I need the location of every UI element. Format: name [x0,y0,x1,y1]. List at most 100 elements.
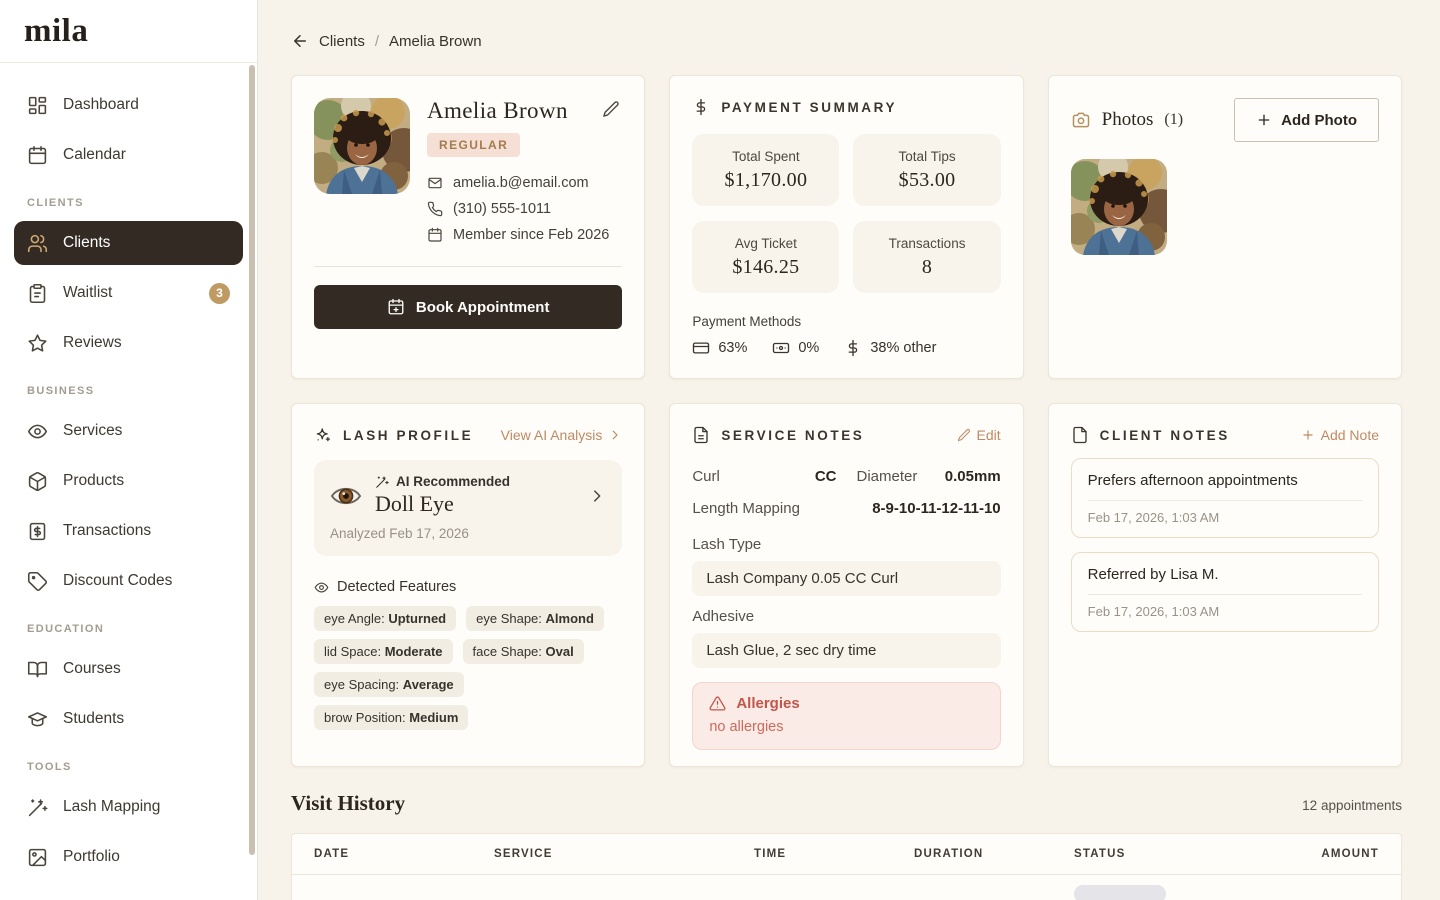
feature-tag: eye Shape: Almond [466,606,604,631]
sidebar-section-business: BUSINESS [27,385,95,397]
wand-icon [375,475,389,489]
payment-methods-label: Payment Methods [692,314,802,329]
plus-icon [1301,428,1315,442]
eye-icon [27,421,48,442]
diameter-value: 0.05mm [944,467,1001,485]
edit-service-notes-link[interactable]: Edit [957,427,1001,443]
photo-thumbnail[interactable] [1071,159,1167,255]
sidebar-item-label: Reviews [63,334,122,351]
add-photo-button[interactable]: Add Photo [1234,98,1379,142]
sidebar-item-courses[interactable]: Courses [14,647,243,691]
dollar-icon [844,339,862,357]
client-name: Amelia Brown [427,98,568,123]
dashboard-icon [27,95,48,116]
sidebar-scrollbar[interactable] [249,65,255,855]
sidebar-item-label: Clients [63,234,111,251]
eye-illustration [330,480,362,512]
client-member-since: Member since Feb 2026 [453,227,610,243]
stat-total-tips: Total Tips $53.00 [853,134,1001,206]
file-text-icon [692,426,710,444]
file-icon [1071,426,1089,444]
cards-row-top: Amelia Brown REGULAR amelia.b@email.com [291,75,1402,379]
sidebar-item-products[interactable]: Products [14,459,243,503]
breadcrumb: Clients / Amelia Brown [291,32,1402,50]
phone-icon [427,201,443,217]
tag-icon [27,571,48,592]
main-content: Clients / Amelia Brown Amelia Brown REGU… [258,0,1440,900]
alert-triangle-icon [709,695,726,712]
allergies-title: Allergies [736,695,800,712]
lash-profile-card: LASH PROFILE View AI Analysis AI Recomme… [291,403,646,767]
sidebar-item-lash-mapping[interactable]: Lash Mapping [14,785,243,829]
client-phone-row: (310) 555-1011 [427,196,622,222]
package-icon [27,471,48,492]
sidebar-item-reviews[interactable]: Reviews [14,321,243,365]
breadcrumb-clients-link[interactable]: Clients [319,32,365,50]
ai-recommended-label-row: AI Recommended [375,474,510,489]
photos-title: Photos [1101,109,1154,130]
back-button[interactable] [291,32,309,50]
stat-transactions: Transactions 8 [853,221,1001,293]
client-notes-title: CLIENT NOTES [1099,427,1230,443]
table-header-row: DATE SERVICE TIME DURATION STATUS AMOUNT [292,834,1401,875]
feature-tag: face Shape: Oval [462,639,584,664]
client-email-row: amelia.b@email.com [427,170,622,196]
sidebar-item-label: Dashboard [63,96,139,113]
add-note-link[interactable]: Add Note [1301,427,1379,443]
feature-tag: brow Position: Medium [314,705,469,730]
sidebar-item-waitlist[interactable]: Waitlist 3 [14,271,243,315]
sidebar-item-calendar[interactable]: Calendar [14,133,243,177]
sidebar-item-clients[interactable]: Clients [14,221,243,265]
waitlist-count-badge: 3 [209,282,230,304]
camera-icon [1071,110,1091,130]
photos-count: (1) [1164,111,1184,128]
credit-card-icon [692,339,710,357]
service-notes-title-row: SERVICE NOTES [692,426,864,444]
book-appointment-button[interactable]: Book Appointment [314,285,623,329]
sidebar-item-services[interactable]: Services [14,409,243,453]
client-email: amelia.b@email.com [453,175,589,191]
photos-title-row: Photos (1) [1071,109,1183,131]
sidebar-item-label: Products [63,472,125,489]
note-date: Feb 17, 2026, 1:03 AM [1087,510,1220,525]
client-profile-card: Amelia Brown REGULAR amelia.b@email.com [291,75,646,379]
client-notes-title-row: CLIENT NOTES [1071,426,1230,444]
status-badge [1074,885,1166,900]
sparkles-icon [314,426,332,444]
feature-tag: eye Angle: Upturned [314,606,457,631]
view-ai-analysis-link[interactable]: View AI Analysis [501,427,623,443]
image-icon [27,847,48,868]
edit-client-button[interactable] [600,98,622,120]
sidebar-item-label: Discount Codes [63,572,173,589]
lash-type-label: Lash Type [692,536,762,553]
photos-card: Photos (1) Add Photo [1047,75,1402,379]
appointments-count: 12 appointments [1302,798,1402,813]
dollar-icon [692,98,710,116]
cards-row-bottom: LASH PROFILE View AI Analysis AI Recomme… [291,403,1402,767]
sidebar-item-students[interactable]: Students [14,697,243,741]
adhesive-value: Lash Glue, 2 sec dry time [692,633,1001,668]
plus-icon [1256,112,1272,128]
detected-features-tags: eye Angle: Upturned eye Shape: Almond li… [314,606,622,730]
sidebar-item-dashboard[interactable]: Dashboard [14,83,243,127]
sidebar-item-discount-codes[interactable]: Discount Codes [14,559,243,603]
sidebar-nav: Dashboard Calendar CLIENTS Clients Waitl… [0,63,257,879]
sidebar-item-label: Lash Mapping [63,798,161,815]
sidebar-item-label: Waitlist [63,284,113,301]
receipt-icon [27,521,48,542]
column-service: SERVICE [494,848,553,860]
visit-history-title: Visit History [291,791,406,815]
eye-icon [314,580,329,595]
lash-profile-title-row: LASH PROFILE [314,426,473,444]
breadcrumb-separator: / [374,32,380,50]
chevron-right-icon [588,487,606,505]
feature-tag: eye Spacing: Average [314,672,464,697]
sidebar-item-transactions[interactable]: Transactions [14,509,243,553]
length-mapping-label: Length Mapping [692,499,800,517]
arrow-left-icon [291,32,309,50]
table-row [292,875,1401,900]
ai-recommendation-box[interactable]: AI Recommended Doll Eye Analyzed Feb 17,… [314,460,623,556]
curl-label: Curl [692,467,720,485]
column-date: DATE [314,848,350,860]
sidebar-item-portfolio[interactable]: Portfolio [14,835,243,879]
